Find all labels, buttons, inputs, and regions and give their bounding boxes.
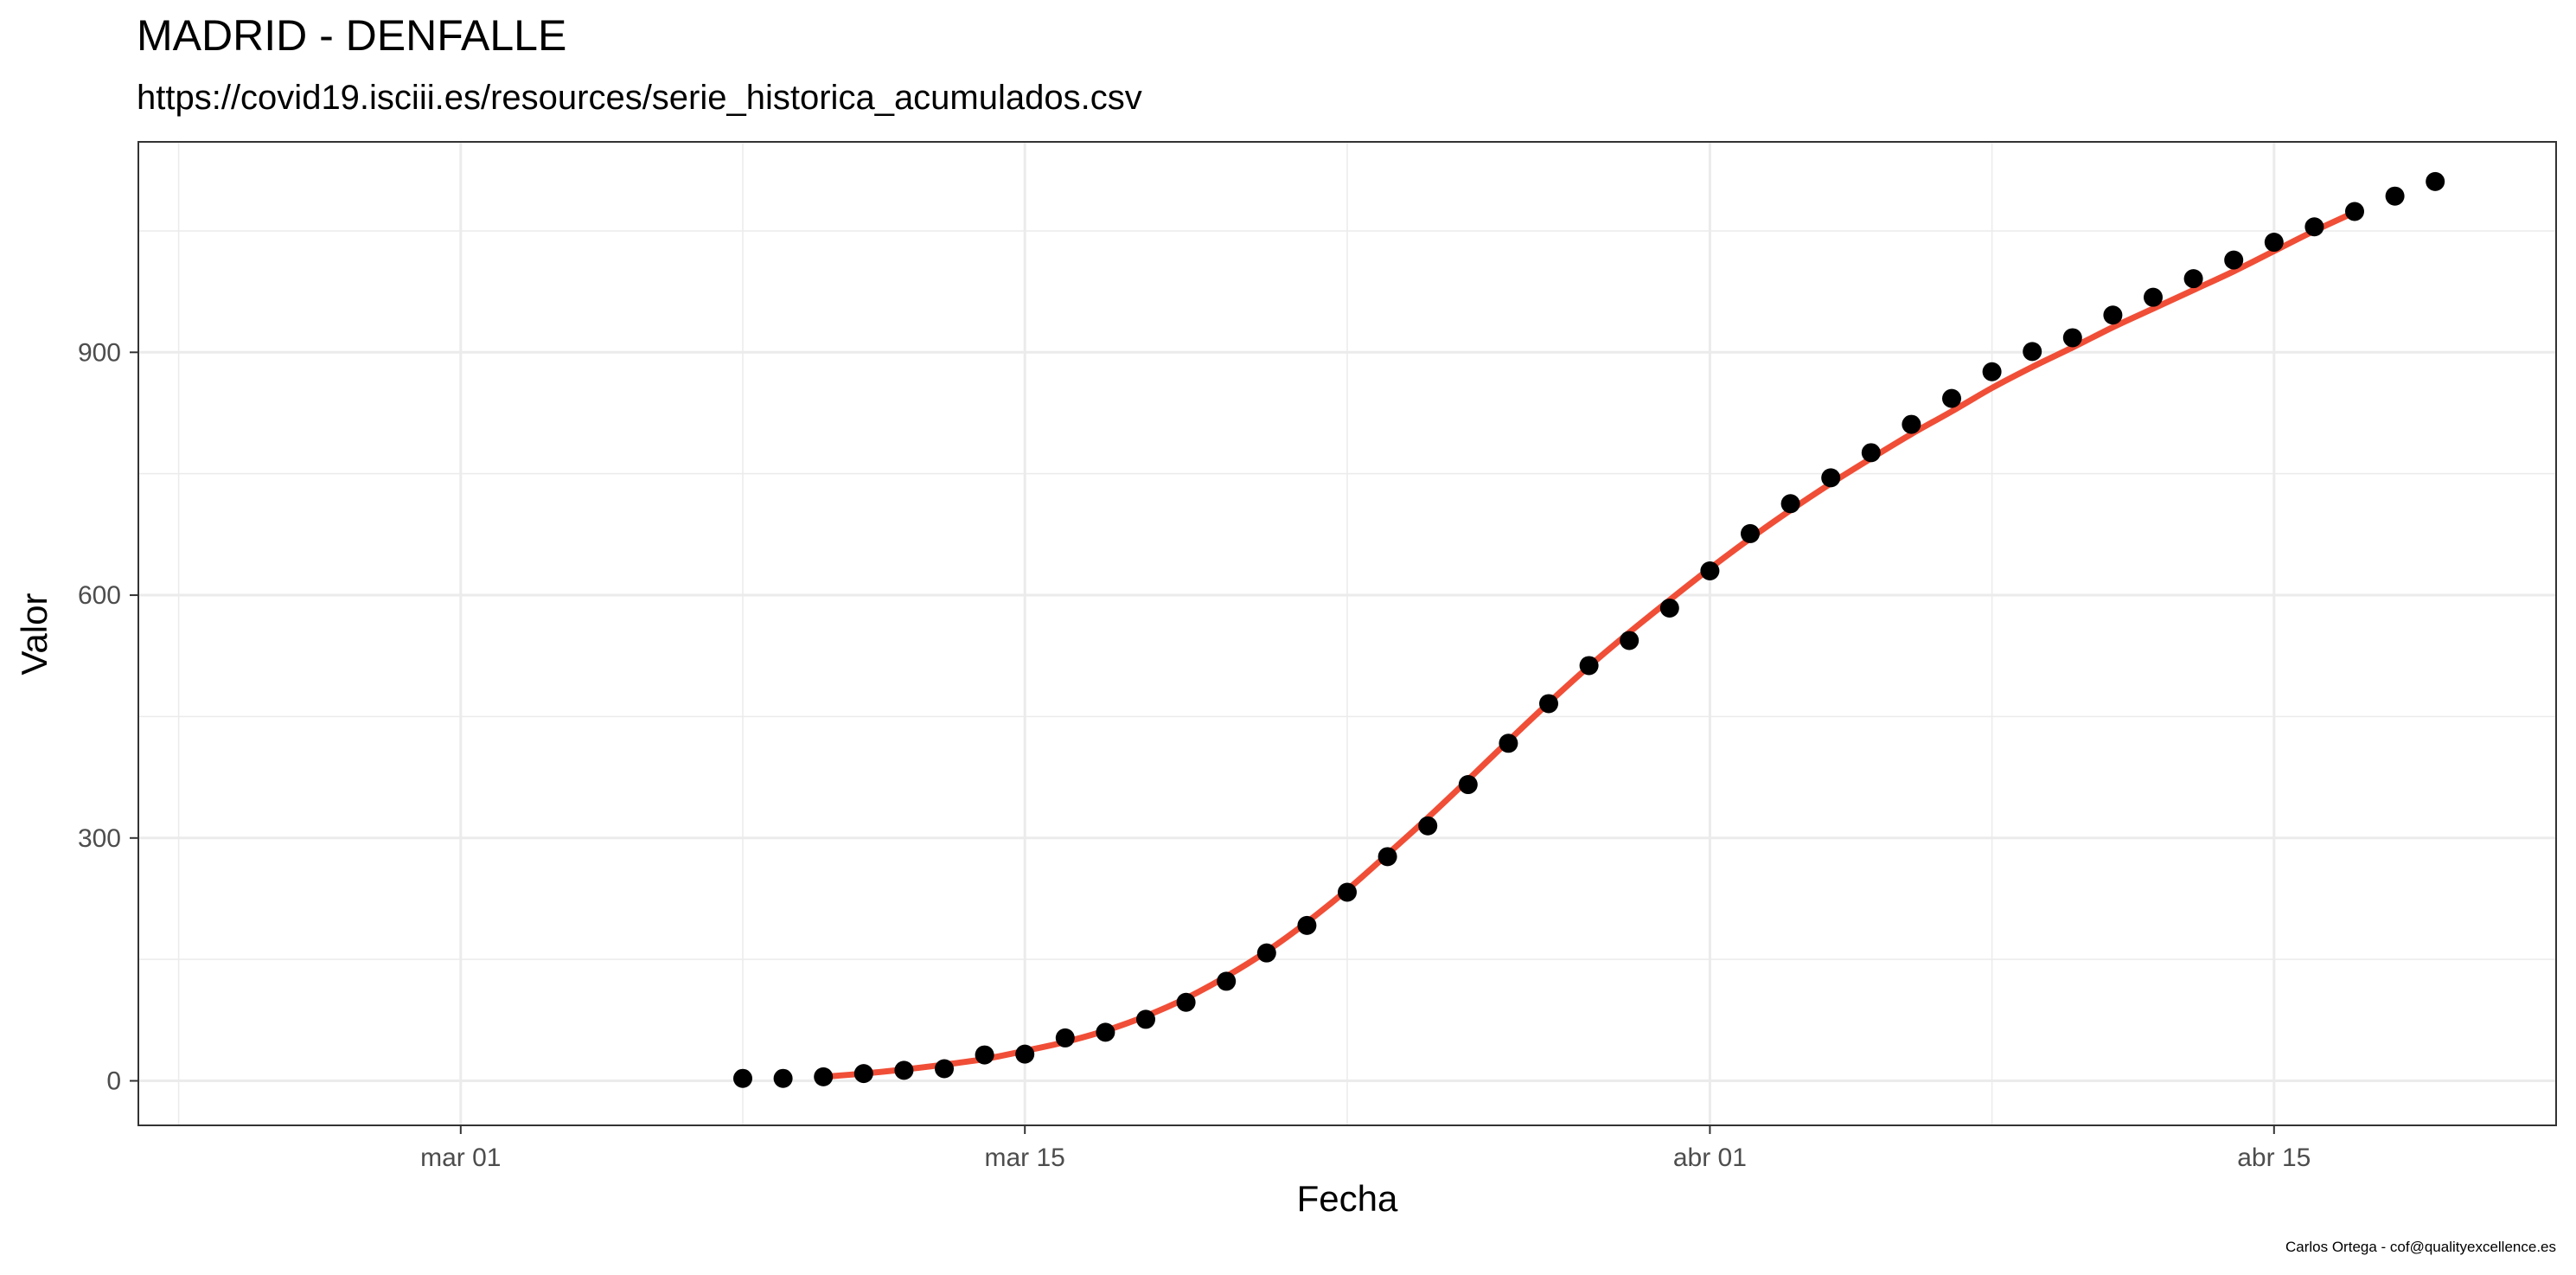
points-layer — [733, 171, 2445, 1088]
data-point — [1659, 599, 1679, 618]
data-point — [1982, 362, 2002, 381]
data-point — [1015, 1044, 1035, 1064]
caption: Carlos Ortega - cof@qualityexcellence.es — [2285, 1239, 2556, 1255]
data-point — [2224, 250, 2244, 270]
data-point — [773, 1068, 793, 1088]
data-point — [2264, 233, 2284, 253]
data-point — [1418, 816, 1438, 836]
x-tick-label: abr 01 — [1673, 1144, 1747, 1172]
panel-border — [137, 141, 2557, 1126]
x-axis-label: Fecha — [1297, 1178, 1398, 1219]
x-tick-label: abr 15 — [2237, 1144, 2311, 1172]
gridlines — [138, 142, 2556, 1125]
data-point — [1579, 656, 1599, 676]
x-axis: mar 01 mar 15 abr 01 abr 15 — [420, 1125, 2311, 1172]
data-point — [1700, 561, 1720, 580]
data-point — [2304, 217, 2324, 237]
data-point — [2426, 171, 2445, 191]
data-point — [1821, 468, 1841, 488]
data-point — [1297, 915, 1317, 935]
data-point — [1338, 882, 1357, 902]
data-point — [733, 1068, 752, 1088]
data-point — [2385, 186, 2405, 206]
y-tick-label: 900 — [78, 338, 121, 367]
y-tick-label: 0 — [106, 1067, 121, 1096]
data-point — [2345, 202, 2364, 221]
data-point — [935, 1059, 954, 1079]
y-tick-label: 300 — [78, 824, 121, 853]
y-axis: 0 300 600 900 — [78, 338, 138, 1096]
data-point — [853, 1064, 873, 1084]
data-point — [1861, 443, 1881, 463]
data-point — [1942, 388, 1961, 408]
data-point — [1217, 971, 1237, 991]
y-axis-label: Valor — [14, 593, 54, 676]
data-point — [1902, 414, 1921, 434]
data-point — [2023, 342, 2042, 362]
data-point — [1458, 775, 1478, 795]
data-point — [1096, 1022, 1115, 1042]
data-point — [2062, 328, 2082, 348]
chart-title: MADRID - DENFALLE — [137, 11, 566, 60]
data-point — [2103, 305, 2123, 325]
data-point — [1055, 1028, 1075, 1048]
data-point — [1136, 1009, 1155, 1029]
data-point — [1780, 494, 1800, 514]
data-point — [1377, 847, 1397, 867]
y-tick-label: 600 — [78, 581, 121, 610]
chart-subtitle: https://covid19.isciii.es/resources/seri… — [137, 79, 1142, 117]
data-point — [1620, 631, 1640, 650]
data-point — [2183, 269, 2203, 289]
x-tick-label: mar 01 — [420, 1144, 501, 1172]
data-point — [894, 1060, 914, 1080]
data-point — [1539, 694, 1558, 714]
data-point — [975, 1045, 994, 1065]
data-point — [814, 1067, 834, 1086]
data-point — [2144, 287, 2163, 307]
data-point — [1741, 523, 1760, 543]
data-point — [1499, 734, 1518, 753]
data-point — [1256, 943, 1276, 963]
x-tick-label: mar 15 — [985, 1144, 1065, 1172]
data-point — [1176, 992, 1196, 1012]
